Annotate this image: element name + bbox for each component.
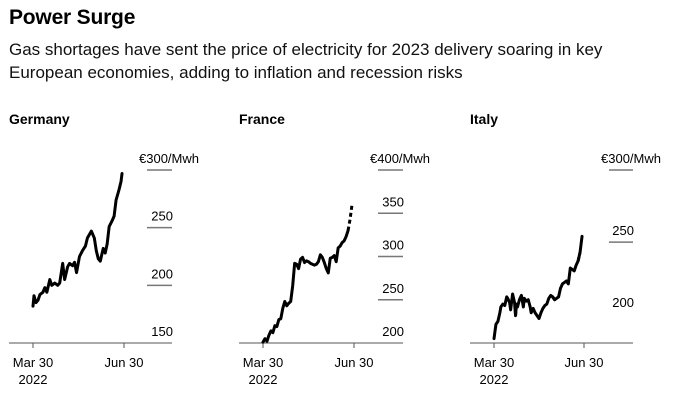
- series-line-dashed: [346, 204, 354, 231]
- x-tick-label: Jun 30: [334, 355, 373, 370]
- y-tick-label: €400/Mwh: [370, 151, 430, 166]
- x-tick-label: 2022: [19, 372, 48, 387]
- y-tick-labels: 150 200 250 €300/Mwh: [139, 151, 199, 339]
- series-layer: [31, 171, 124, 308]
- x-tick-label: Mar 30: [13, 355, 53, 370]
- series-line: [261, 229, 350, 344]
- gridlines: [147, 169, 172, 287]
- x-tick-label: 2022: [249, 372, 278, 387]
- series-layer: [492, 234, 584, 341]
- y-tick-label: 200: [612, 295, 634, 310]
- series-line: [492, 234, 584, 341]
- panel-germany: Germany 150 200 250 €300/Mwh Mar 30 2022 Jun …: [9, 111, 199, 387]
- x-ticks: Mar 30 2022 Jun 30: [243, 343, 374, 387]
- gridlines: [609, 169, 633, 243]
- y-tick-label: 250: [382, 281, 404, 296]
- y-tick-labels: 200 250 €300/Mwh: [601, 151, 661, 310]
- y-tick-label: 250: [612, 223, 634, 238]
- x-ticks: Mar 30 2022 Jun 30: [474, 343, 604, 387]
- series-gap: [551, 296, 556, 301]
- chart-subtitle: Gas shortages have sent the price of ele…: [9, 40, 603, 82]
- y-tick-label: €300/Mwh: [139, 151, 199, 166]
- panel-title: Italy: [470, 111, 498, 127]
- x-tick-label: 2022: [480, 372, 509, 387]
- series-gap: [514, 303, 519, 316]
- y-tick-label: 350: [382, 194, 404, 209]
- y-tick-label: €300/Mwh: [601, 151, 661, 166]
- x-tick-label: Jun 30: [104, 355, 143, 370]
- panel-italy: Italy 200 250 €300/Mwh Mar 30 2022 Jun 30: [470, 111, 661, 387]
- y-tick-label: 250: [151, 209, 173, 224]
- y-tick-label: 200: [382, 324, 404, 339]
- panel-france: France 200 250 300 350 €400/Mwh Mar 30 2022 Ju…: [239, 111, 430, 387]
- x-tick-label: Mar 30: [243, 355, 283, 370]
- y-tick-labels: 200 250 300 350 €400/Mwh: [370, 151, 430, 339]
- panel-title: France: [239, 111, 285, 127]
- x-tick-label: Jun 30: [564, 355, 603, 370]
- chart-title: Power Surge: [9, 6, 136, 29]
- series-line: [31, 171, 124, 308]
- series-gap: [576, 251, 582, 262]
- gridlines: [378, 169, 403, 301]
- x-ticks: Mar 30 2022 Jun 30: [13, 343, 144, 387]
- series-layer: [261, 204, 354, 344]
- y-tick-label: 200: [151, 266, 173, 281]
- panel-title: Germany: [9, 111, 70, 127]
- x-tick-label: Mar 30: [474, 355, 514, 370]
- y-tick-label: 300: [382, 238, 404, 253]
- y-tick-label: 150: [151, 324, 173, 339]
